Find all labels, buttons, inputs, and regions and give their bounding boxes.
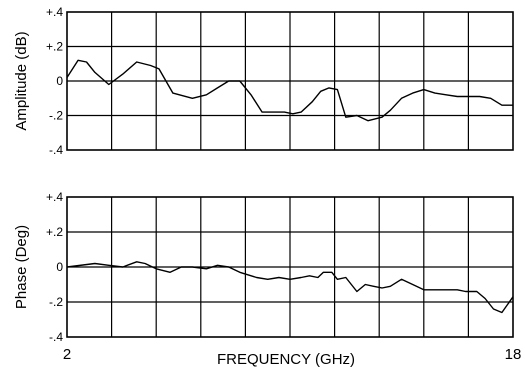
amplitude-y-tick-label: -.2 <box>49 109 63 123</box>
amplitude-y-axis-label: Amplitude (dB) <box>13 31 30 130</box>
x-tick-label-2: 2 <box>63 346 71 363</box>
amplitude-y-ticks: +.4 +.2 0 -.2 -.4 <box>46 5 63 157</box>
phase-y-tick-label: +.2 <box>46 225 63 239</box>
phase-y-tick-label: 0 <box>56 260 63 274</box>
phase-y-tick-label: +.4 <box>46 190 63 204</box>
amplitude-plot-frame <box>66 11 514 151</box>
amplitude-y-tick-label: -.4 <box>49 143 63 157</box>
phase-panel: +.4 +.2 0 -.2 -.4 Phase (Deg) 2 18 FREQUENCY… <box>13 190 521 368</box>
phase-y-axis-label: Phase (Deg) <box>13 225 30 309</box>
x-tick-label-18: 18 <box>505 346 522 363</box>
phase-grid <box>66 196 514 338</box>
x-axis-label: FREQUENCY (GHz) <box>217 351 355 368</box>
amplitude-series-line <box>66 59 513 122</box>
amplitude-y-tick-label: +.2 <box>46 40 63 54</box>
amplitude-panel: +.4 +.2 0 -.2 -.4 Amplitude (dB) <box>13 5 514 157</box>
phase-y-tick-label: -.2 <box>49 295 63 309</box>
amplitude-grid <box>66 11 514 151</box>
amplitude-y-tick-label: 0 <box>56 74 63 88</box>
phase-y-ticks: +.4 +.2 0 -.2 -.4 <box>46 190 63 344</box>
amplitude-y-tick-label: +.4 <box>46 5 63 19</box>
phase-series-line <box>66 261 514 314</box>
phase-y-tick-label: -.4 <box>49 330 63 344</box>
